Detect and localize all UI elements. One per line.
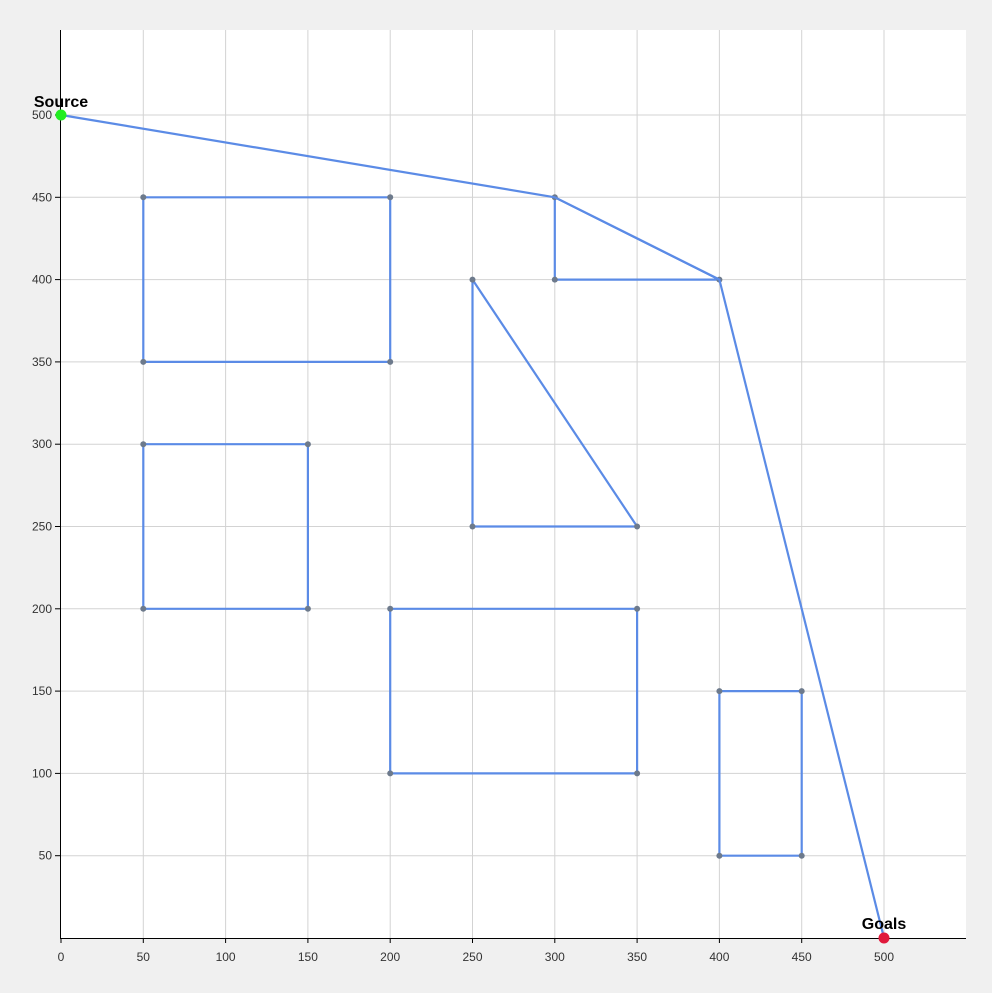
obstacles — [140, 194, 805, 859]
x-tick-label: 500 — [874, 950, 894, 964]
obstacle-vertex — [304, 605, 311, 612]
endpoints: Source Goals — [34, 94, 906, 944]
goal-label: Goals — [862, 916, 907, 933]
y-tick-label: 450 — [32, 190, 52, 204]
obstacle-vertex — [716, 688, 723, 695]
path-line — [60, 113, 886, 939]
x-tick-label: 350 — [627, 950, 647, 964]
source-marker — [55, 109, 67, 121]
obstacle-vertex — [387, 770, 394, 777]
obstacle-vertex — [469, 276, 476, 283]
y-tick-label: 500 — [32, 108, 52, 122]
x-tick-label: 100 — [216, 950, 236, 964]
obstacle-vertex — [798, 852, 805, 859]
obstacle-triangle — [471, 278, 639, 528]
x-tick-label: 400 — [709, 950, 729, 964]
x-tick-label: 150 — [298, 950, 318, 964]
axes — [60, 30, 966, 939]
obstacle-vertex — [387, 605, 394, 612]
obstacle-vertex — [140, 605, 147, 612]
x-tick-label: 450 — [792, 950, 812, 964]
obstacle-vertex — [140, 194, 147, 201]
obstacle-vertex — [716, 852, 723, 859]
obstacle-vertex — [140, 358, 147, 365]
obstacle-vertex — [387, 358, 394, 365]
y-tick-label: 400 — [32, 273, 52, 287]
x-tick-label: 200 — [380, 950, 400, 964]
obstacle-vertex — [551, 276, 558, 283]
path — [60, 113, 886, 939]
obstacle-vertex — [634, 523, 641, 530]
x-tick-label: 250 — [462, 950, 482, 964]
source-label: Source — [34, 94, 88, 111]
obstacle-vertex — [798, 688, 805, 695]
y-tick-label: 100 — [32, 766, 52, 780]
plot-area — [60, 30, 966, 938]
x-tick-label: 0 — [58, 950, 65, 964]
obstacle-vertex — [634, 770, 641, 777]
y-tick-label: 300 — [32, 437, 52, 451]
y-tick-label: 200 — [32, 602, 52, 616]
obstacle-vertex — [140, 441, 147, 448]
x-tick-label: 300 — [545, 950, 565, 964]
obstacle-vertex — [634, 605, 641, 612]
obstacle-vertex — [387, 194, 394, 201]
goal-marker — [878, 932, 890, 944]
y-tick-label: 250 — [32, 520, 52, 534]
y-tick-label: 50 — [39, 849, 53, 863]
ticks: 0 50 100 150 200 250 300 350 400 450 500 50 100 150 20… — [32, 108, 894, 964]
obstacle-vertex — [469, 523, 476, 530]
x-tick-label: 50 — [137, 950, 151, 964]
y-tick-label: 150 — [32, 684, 52, 698]
y-tick-label: 350 — [32, 355, 52, 369]
obstacle-vertex — [304, 441, 311, 448]
